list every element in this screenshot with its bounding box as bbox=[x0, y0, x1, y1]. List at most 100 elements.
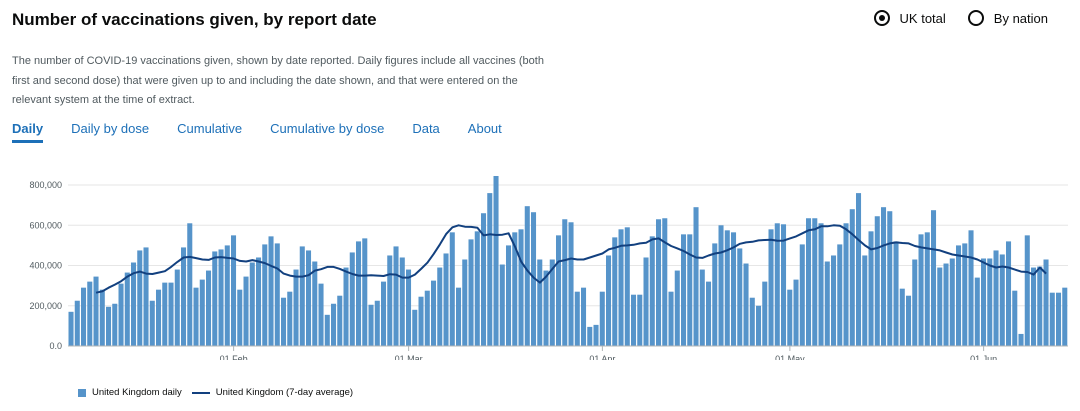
bar bbox=[493, 176, 499, 346]
bar bbox=[656, 219, 662, 346]
bar bbox=[818, 223, 824, 346]
radio-checked-icon[interactable] bbox=[873, 10, 890, 26]
bar bbox=[887, 211, 893, 346]
bar bbox=[112, 303, 118, 346]
bar bbox=[124, 272, 130, 346]
bar bbox=[274, 243, 280, 346]
bar bbox=[949, 258, 955, 346]
uk-total-radio[interactable]: UK total bbox=[873, 10, 946, 26]
bar bbox=[956, 245, 962, 346]
bar bbox=[881, 207, 887, 346]
bar bbox=[481, 213, 487, 346]
bar bbox=[231, 235, 237, 346]
bar bbox=[962, 243, 968, 346]
bar bbox=[943, 263, 949, 346]
legend-daily-label: United Kingdom daily bbox=[92, 387, 182, 398]
bar bbox=[968, 230, 974, 346]
tab-about[interactable]: About bbox=[467, 121, 502, 136]
bar bbox=[399, 257, 405, 346]
bar bbox=[756, 305, 762, 346]
bar bbox=[843, 223, 849, 346]
legend-item-daily[interactable]: United Kingdom daily bbox=[78, 387, 182, 398]
bar bbox=[793, 279, 799, 346]
bar bbox=[606, 255, 612, 346]
bar bbox=[812, 218, 818, 346]
vaccinations-chart: 0.0 200,000 400,000 600,000 800,000 01 Feb 01 … bbox=[29, 176, 1068, 360]
bar bbox=[268, 236, 274, 346]
bar bbox=[674, 270, 680, 346]
x-tick-label: 01 May bbox=[775, 354, 805, 360]
tab-daily-by-dose[interactable]: Daily by dose bbox=[71, 121, 150, 136]
legend-average-label: United Kingdom (7-day average) bbox=[215, 387, 354, 398]
view-radio-group: UK total By nation bbox=[873, 10, 1048, 26]
bar bbox=[618, 229, 624, 346]
bar bbox=[524, 206, 530, 346]
bar bbox=[468, 239, 474, 346]
bar bbox=[118, 283, 124, 346]
tab-cumulative[interactable]: Cumulative bbox=[177, 121, 243, 136]
bar bbox=[731, 232, 737, 346]
bar bbox=[1024, 235, 1030, 346]
chart-description: The number of COVID-19 vaccinations give… bbox=[12, 55, 544, 106]
x-tick-label: 01 Jun bbox=[970, 354, 997, 360]
bar bbox=[762, 281, 768, 346]
bar bbox=[99, 289, 105, 346]
bar bbox=[143, 247, 149, 346]
bar bbox=[324, 314, 330, 346]
bar bbox=[424, 290, 430, 346]
bar bbox=[712, 243, 718, 346]
bar bbox=[937, 267, 943, 346]
chart-tabs: Daily Daily by dose Cumulative Cumulativ… bbox=[12, 121, 502, 143]
radio-unchecked-icon[interactable] bbox=[967, 10, 984, 26]
bar bbox=[1049, 292, 1055, 346]
bar bbox=[287, 291, 293, 346]
bar bbox=[218, 249, 224, 346]
bar bbox=[587, 326, 593, 346]
bar bbox=[774, 223, 780, 346]
tab-data[interactable]: Data bbox=[412, 121, 440, 136]
bar bbox=[281, 297, 287, 346]
bar bbox=[687, 234, 693, 346]
bar bbox=[924, 232, 930, 346]
bar bbox=[381, 281, 387, 346]
bar bbox=[868, 231, 874, 346]
bar bbox=[343, 267, 349, 346]
bar bbox=[406, 269, 412, 346]
legend-item-average[interactable]: United Kingdom (7-day average) bbox=[191, 387, 354, 398]
bar bbox=[331, 303, 337, 346]
bar bbox=[487, 193, 493, 346]
bar bbox=[768, 229, 774, 346]
by-nation-radio[interactable]: By nation bbox=[967, 10, 1048, 26]
bar bbox=[912, 259, 918, 346]
x-tick-label: 01 Apr bbox=[589, 354, 615, 360]
bar bbox=[799, 244, 805, 346]
bar bbox=[506, 245, 512, 346]
bar bbox=[262, 244, 268, 346]
bar bbox=[393, 246, 399, 346]
bar bbox=[549, 259, 555, 346]
bar bbox=[106, 306, 112, 346]
bar bbox=[693, 207, 699, 346]
bar bbox=[1031, 267, 1037, 346]
bar bbox=[706, 281, 712, 346]
bar bbox=[187, 223, 193, 346]
bar bbox=[906, 295, 912, 346]
bar bbox=[849, 209, 855, 346]
tab-daily[interactable]: Daily bbox=[12, 121, 44, 143]
bar bbox=[318, 283, 324, 346]
bar bbox=[456, 287, 462, 346]
bar bbox=[206, 270, 212, 346]
bar bbox=[418, 296, 424, 346]
bar bbox=[1062, 287, 1068, 346]
bar bbox=[974, 277, 980, 346]
bar bbox=[781, 224, 787, 346]
bar bbox=[81, 287, 87, 346]
bar bbox=[474, 231, 480, 346]
bar bbox=[199, 279, 205, 346]
legend-line-swatch bbox=[191, 391, 210, 394]
bar bbox=[437, 267, 443, 346]
tab-cumulative-by-dose[interactable]: Cumulative by dose bbox=[270, 121, 385, 136]
bar bbox=[93, 276, 99, 346]
bar bbox=[212, 251, 218, 346]
bar bbox=[999, 254, 1005, 346]
